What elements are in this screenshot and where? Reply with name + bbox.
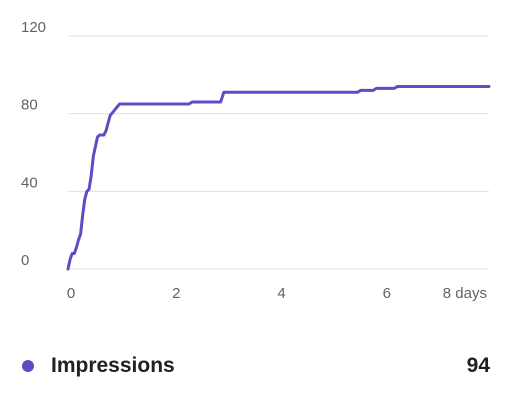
impressions-series-line — [66, 85, 491, 271]
x-tick-label: 0 — [67, 285, 75, 302]
legend-series-total: 94 — [466, 354, 490, 377]
x-axis-tick-labels: 0 2 4 6 8 days — [67, 285, 487, 302]
y-tick-label: 0 — [21, 252, 29, 269]
legend-series-name: Impressions — [51, 354, 175, 377]
y-axis-tick-labels: 0 40 80 120 — [21, 19, 46, 269]
grid-lines — [68, 35, 489, 270]
x-tick-label: 8 days — [443, 285, 487, 302]
x-tick-label: 6 — [383, 285, 391, 302]
legend: Impressions 94 — [22, 348, 490, 384]
x-tick-label: 2 — [172, 285, 180, 302]
y-tick-label: 80 — [21, 97, 38, 114]
y-tick-label: 40 — [21, 174, 38, 191]
y-tick-label: 120 — [21, 19, 46, 36]
x-tick-label: 4 — [277, 285, 285, 302]
legend-series-dot — [22, 360, 34, 372]
